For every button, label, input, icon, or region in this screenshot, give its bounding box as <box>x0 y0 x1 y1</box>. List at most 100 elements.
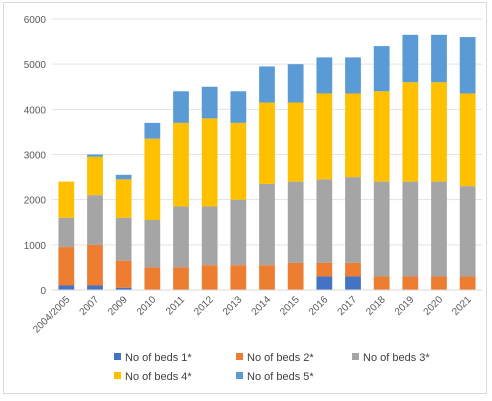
bar-segment <box>87 195 103 245</box>
x-tick-label: 2015 <box>278 294 302 318</box>
bar-segment <box>459 186 476 277</box>
bar-segment <box>87 285 103 290</box>
chart-frame: 0 1000 2000 3000 4000 5000 6000 2004/2005 2007 2… <box>3 2 487 394</box>
x-tick-label: 2021 <box>450 294 474 318</box>
bar-segment <box>115 217 132 261</box>
bar-segment <box>316 179 333 263</box>
y-tick-label: 6000 <box>24 15 47 26</box>
bar-segment <box>173 267 189 290</box>
legend: No of beds 1* No of beds 2* No of beds 3* N… <box>114 352 430 383</box>
bar-segment <box>316 276 333 290</box>
x-tick-label: 2019 <box>393 294 417 318</box>
legend-label: No of beds 5* <box>247 371 314 383</box>
bar-segment <box>115 287 132 290</box>
legend-swatch <box>236 353 243 360</box>
bar-segment <box>201 206 218 266</box>
bar-segment <box>87 244 103 286</box>
bar-segment <box>373 91 390 182</box>
x-tick-label: 2018 <box>364 294 388 318</box>
bar-segment <box>316 93 333 180</box>
y-axis-ticks: 0 1000 2000 3000 4000 5000 6000 <box>24 15 47 297</box>
legend-swatch <box>352 353 359 360</box>
bar-segment <box>402 82 419 182</box>
bar-segment <box>230 91 247 123</box>
y-tick-label: 1000 <box>24 241 47 252</box>
bar-segment <box>431 34 447 83</box>
bar-segment <box>58 247 75 286</box>
legend-swatch <box>236 372 243 379</box>
bar-segment <box>287 64 304 103</box>
bar-segment <box>345 93 361 178</box>
bar-segment <box>201 86 218 119</box>
x-tick-label: 2017 <box>336 294 360 318</box>
bar-segment <box>345 177 361 263</box>
bar-segment <box>144 267 161 290</box>
x-tick-label: 2010 <box>135 294 159 318</box>
x-tick-label: 2004/2005 <box>31 294 73 336</box>
bar-segment <box>459 276 476 290</box>
x-tick-label: 2016 <box>307 294 331 318</box>
x-tick-label: 2013 <box>221 294 245 318</box>
legend-label: No of beds 2* <box>247 352 314 364</box>
bar-segment <box>373 276 390 290</box>
bar-segment <box>431 181 447 277</box>
bar-segment <box>115 179 132 218</box>
x-axis-ticks: 2004/2005 2007 2009 2010 2011 2012 2013 2014 201… <box>31 294 474 336</box>
x-tick-label: 2014 <box>250 294 274 318</box>
x-tick-label: 2007 <box>78 294 102 318</box>
x-tick-label: 2011 <box>164 294 187 317</box>
bar-segment <box>402 181 419 277</box>
bar-segment <box>373 181 390 277</box>
bar-segment <box>259 102 275 184</box>
bar-segment <box>144 122 161 139</box>
bar-segment <box>259 183 275 266</box>
bar-segment <box>87 154 103 157</box>
legend-label: No of beds 1* <box>125 352 192 364</box>
bar-segment <box>201 118 218 207</box>
legend-label: No of beds 3* <box>363 352 430 364</box>
bar-segment <box>373 46 390 92</box>
bar-segment <box>230 199 247 266</box>
y-tick-label: 5000 <box>24 60 47 71</box>
bar-segment <box>459 93 476 187</box>
bar-segment <box>402 34 419 83</box>
bar-segment <box>58 181 75 218</box>
bar-segment <box>230 122 247 200</box>
bar-segment <box>459 37 476 94</box>
bar-segment <box>201 265 218 290</box>
x-tick-label: 2020 <box>422 294 446 318</box>
bar-segment <box>431 276 447 290</box>
bar-segment <box>316 57 333 94</box>
bar-segment <box>287 102 304 182</box>
bar-segment <box>173 91 189 123</box>
bar-segment <box>259 66 275 103</box>
y-tick-label: 4000 <box>24 105 47 116</box>
bar-segment <box>115 260 132 288</box>
bar-segment <box>58 285 75 290</box>
bar-segment <box>402 276 419 290</box>
y-tick-label: 2000 <box>24 196 47 207</box>
bars <box>58 34 476 290</box>
legend-swatch <box>114 372 121 379</box>
bar-segment <box>144 138 161 220</box>
x-tick-label: 2012 <box>192 294 216 318</box>
bar-segment <box>259 265 275 290</box>
legend-swatch <box>114 353 121 360</box>
bar-segment <box>173 122 189 207</box>
bar-segment <box>345 57 361 94</box>
bar-segment <box>287 262 304 290</box>
y-tick-label: 0 <box>40 286 46 297</box>
bar-segment <box>431 82 447 182</box>
legend-label: No of beds 4* <box>125 371 192 383</box>
bar-segment <box>345 262 361 277</box>
bar-segment <box>144 219 161 268</box>
bar-segment <box>115 174 132 180</box>
bar-segment <box>58 217 75 248</box>
bar-segment <box>87 156 103 196</box>
bar-segment <box>173 206 189 268</box>
x-tick-label: 2009 <box>106 294 130 318</box>
y-tick-label: 3000 <box>24 151 47 162</box>
bar-segment <box>287 181 304 263</box>
bar-segment <box>230 265 247 290</box>
